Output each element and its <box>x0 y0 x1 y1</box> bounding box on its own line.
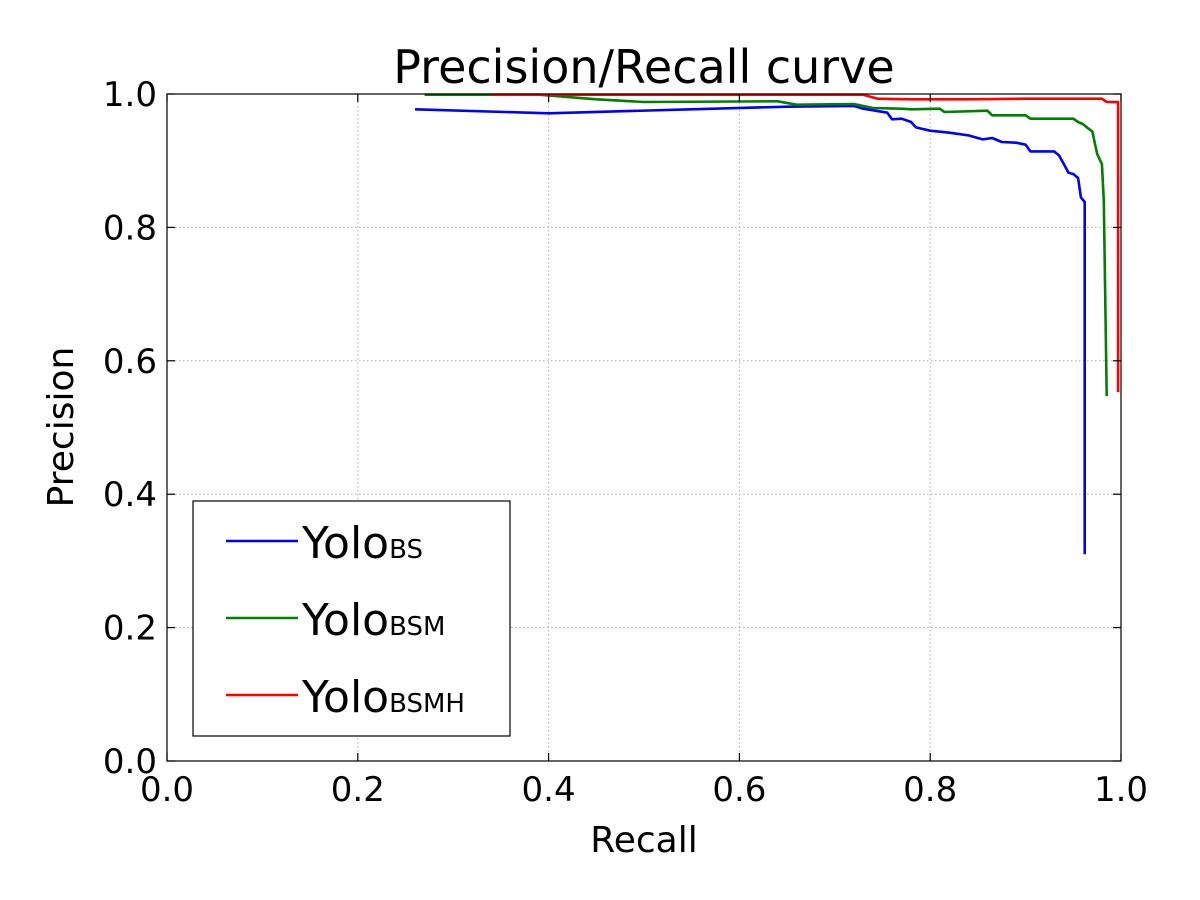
grid-lines <box>167 94 1121 761</box>
y-tick-label: 0.6 <box>103 342 157 382</box>
legend-label: YoloBSMH <box>301 672 465 723</box>
y-axis-label: Precision <box>41 347 82 508</box>
series-line-yolobsmh <box>491 93 1120 393</box>
y-tick-label: 0.0 <box>103 742 157 782</box>
y-tick-label: 0.8 <box>103 208 157 248</box>
y-tick-label: 0.4 <box>103 475 157 515</box>
axis-ticks: 0.0 0.2 0.4 0.6 0.8 1.0 0.0 0.2 0.4 0.6 0.8 1.0 <box>103 75 1148 810</box>
x-tick-label: 0.8 <box>903 770 957 810</box>
legend-label: YoloBSM <box>301 595 445 646</box>
chart-title: Precision/Recall curve <box>393 40 895 94</box>
y-tick-label: 1.0 <box>103 75 157 115</box>
legend-label: YoloBS <box>301 518 423 569</box>
y-tick-label: 0.2 <box>103 609 157 649</box>
x-tick-label: 0.6 <box>712 770 766 810</box>
x-tick-label: 0.2 <box>331 770 385 810</box>
plot-frame <box>166 93 1122 762</box>
series-lines <box>414 93 1120 555</box>
series-line-yolobsm <box>424 93 1108 397</box>
x-tick-label: 0.0 <box>140 770 194 810</box>
x-tick-label: 0.4 <box>522 770 576 810</box>
series-line-yolobs <box>414 104 1086 555</box>
x-tick-label: 1.0 <box>1094 770 1148 810</box>
legend: YoloBS YoloBSM YoloBSMH <box>192 500 511 737</box>
x-axis-label: Recall <box>590 820 697 861</box>
